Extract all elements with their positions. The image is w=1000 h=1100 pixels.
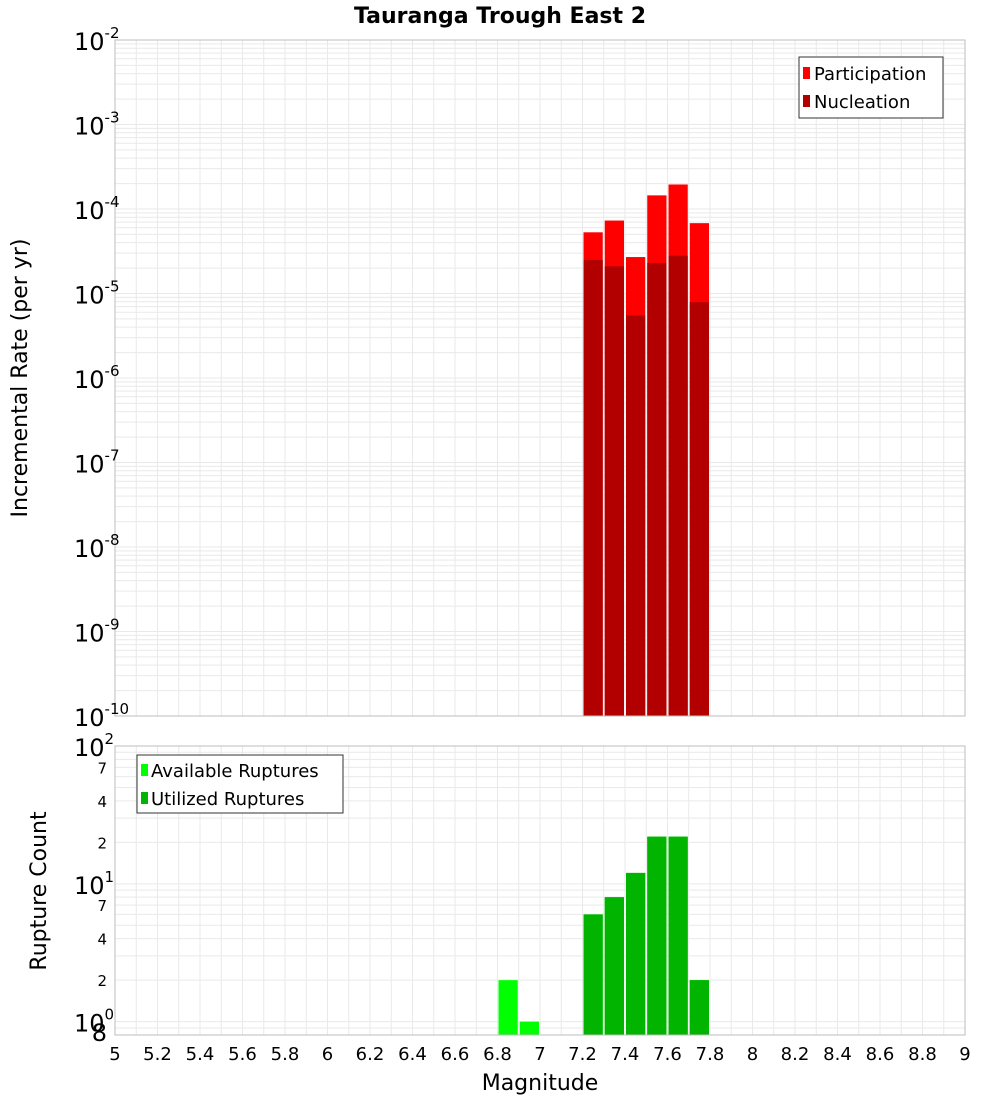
rate-nucleation-bar — [647, 262, 667, 716]
rate-y-tick-label: 10-5 — [74, 278, 120, 310]
x-tick-label: 6 — [322, 1044, 333, 1065]
count-utilized-ruptures-bar — [668, 836, 688, 1035]
legend-nucleation-swatch — [803, 95, 810, 107]
x-tick-label: 6.6 — [441, 1044, 470, 1065]
rate-nucleation-bar — [583, 259, 603, 716]
count-available-ruptures-bar — [519, 1021, 539, 1035]
x-tick-label: 5 — [109, 1044, 120, 1065]
legend-participation-swatch — [803, 67, 810, 79]
x-tick-label: 7 — [534, 1044, 545, 1065]
count-utilized-ruptures-bar — [647, 836, 667, 1035]
rate-y-tick-label: 10-8 — [74, 531, 120, 563]
rate-y-tick-label: 10-7 — [74, 447, 120, 479]
count-utilized-ruptures-bar — [604, 897, 624, 1035]
x-tick-label: 7.4 — [611, 1044, 640, 1065]
x-tick-label: 6.4 — [398, 1044, 427, 1065]
count-available-ruptures-bar — [498, 980, 518, 1035]
legend-utilized-swatch — [141, 792, 148, 804]
rate-grid — [114, 40, 966, 717]
count-utilized-ruptures-bar — [583, 914, 603, 1035]
rate-nucleation-bar — [626, 315, 646, 716]
count-y-minor-tick-label: 2 — [97, 834, 107, 852]
x-tick-label: 5.4 — [186, 1044, 215, 1065]
x-tick-label: 8.4 — [823, 1044, 852, 1065]
count-y-minor-tick-label: 7 — [97, 897, 107, 915]
x-tick-label: 6.8 — [483, 1044, 512, 1065]
rate-plot-frame — [114, 39, 966, 717]
rate-y-tick-label: 10-10 — [74, 700, 129, 732]
x-tick-label: 8.8 — [908, 1044, 937, 1065]
count-utilized-ruptures-bar — [689, 980, 709, 1035]
count-panel: 100 101 102 8 2 4 7 2 4 7 5 5.2 5.4 5.6 5.8 6 6.2 6.4 6.6… — [27, 730, 971, 1096]
count-plot-frame — [114, 745, 966, 1036]
x-tick-label: 5.2 — [143, 1044, 172, 1065]
count-y-ticks: 100 101 102 8 2 4 7 2 4 7 — [74, 730, 114, 1047]
count-legend-box — [136, 754, 344, 814]
rate-nucleation-bar — [689, 302, 709, 716]
legend-utilized-label: Utilized Ruptures — [151, 789, 304, 810]
rate-y-tick-label: 10-4 — [74, 193, 120, 225]
chart-title: Tauranga Trough East 2 — [354, 4, 646, 29]
rate-legend-box — [798, 56, 944, 119]
legend-available-swatch — [141, 764, 148, 776]
count-y-minor-tick-label: 4 — [97, 793, 107, 811]
x-tick-label: 6.2 — [356, 1044, 385, 1065]
rate-bars — [583, 184, 709, 717]
rate-y-tick-label: 10-2 — [74, 24, 120, 56]
rate-y-axis-label: Incremental Rate (per yr) — [8, 239, 33, 518]
rate-legend: Participation Nucleation — [798, 56, 944, 119]
x-ticks: 5 5.2 5.4 5.6 5.8 6 6.2 6.4 6.6 6.8 7 7.2 7.4 7.6 7.8 8… — [109, 1044, 970, 1065]
count-y-major-tick-label: 102 — [74, 730, 114, 762]
count-y-major-tick-label: 100 — [74, 1006, 114, 1038]
x-axis-label: Magnitude — [482, 1071, 599, 1096]
count-y-minor-tick-label: 4 — [97, 931, 107, 949]
count-utilized-ruptures-bar — [626, 872, 646, 1035]
count-y-major-tick-label: 101 — [74, 868, 114, 900]
rate-y-tick-label: 10-6 — [74, 362, 120, 394]
rate-nucleation-bar — [668, 255, 688, 716]
x-tick-label: 7.6 — [653, 1044, 682, 1065]
count-y-axis-label: Rupture Count — [27, 811, 52, 971]
x-tick-label: 7.2 — [568, 1044, 597, 1065]
x-tick-label: 5.6 — [228, 1044, 257, 1065]
x-tick-label: 8.2 — [781, 1044, 810, 1065]
x-tick-label: 7.8 — [696, 1044, 725, 1065]
rate-y-ticks: 10-10 10-9 10-8 10-7 10-6 10-5 10-4 10-3 10-2 — [74, 24, 129, 732]
legend-participation-label: Participation — [814, 64, 926, 85]
count-bars — [498, 836, 709, 1035]
count-legend: Available Ruptures Utilized Ruptures — [136, 754, 344, 814]
x-tick-label: 8.6 — [866, 1044, 895, 1065]
x-tick-label: 9 — [959, 1044, 970, 1065]
x-tick-label: 5.8 — [271, 1044, 300, 1065]
rate-y-tick-label: 10-9 — [74, 616, 120, 648]
legend-nucleation-label: Nucleation — [814, 92, 910, 113]
rate-panel: 10-10 10-9 10-8 10-7 10-6 10-5 10-4 10-3 10-2 In… — [8, 24, 966, 732]
count-y-minor-tick-label: 8 — [92, 1019, 107, 1047]
count-y-minor-tick-label: 7 — [97, 759, 107, 777]
x-tick-label: 8 — [747, 1044, 758, 1065]
legend-available-label: Available Ruptures — [151, 761, 319, 782]
count-y-minor-tick-label: 2 — [97, 972, 107, 990]
rate-y-tick-label: 10-3 — [74, 109, 120, 141]
rate-nucleation-bar — [604, 266, 624, 716]
